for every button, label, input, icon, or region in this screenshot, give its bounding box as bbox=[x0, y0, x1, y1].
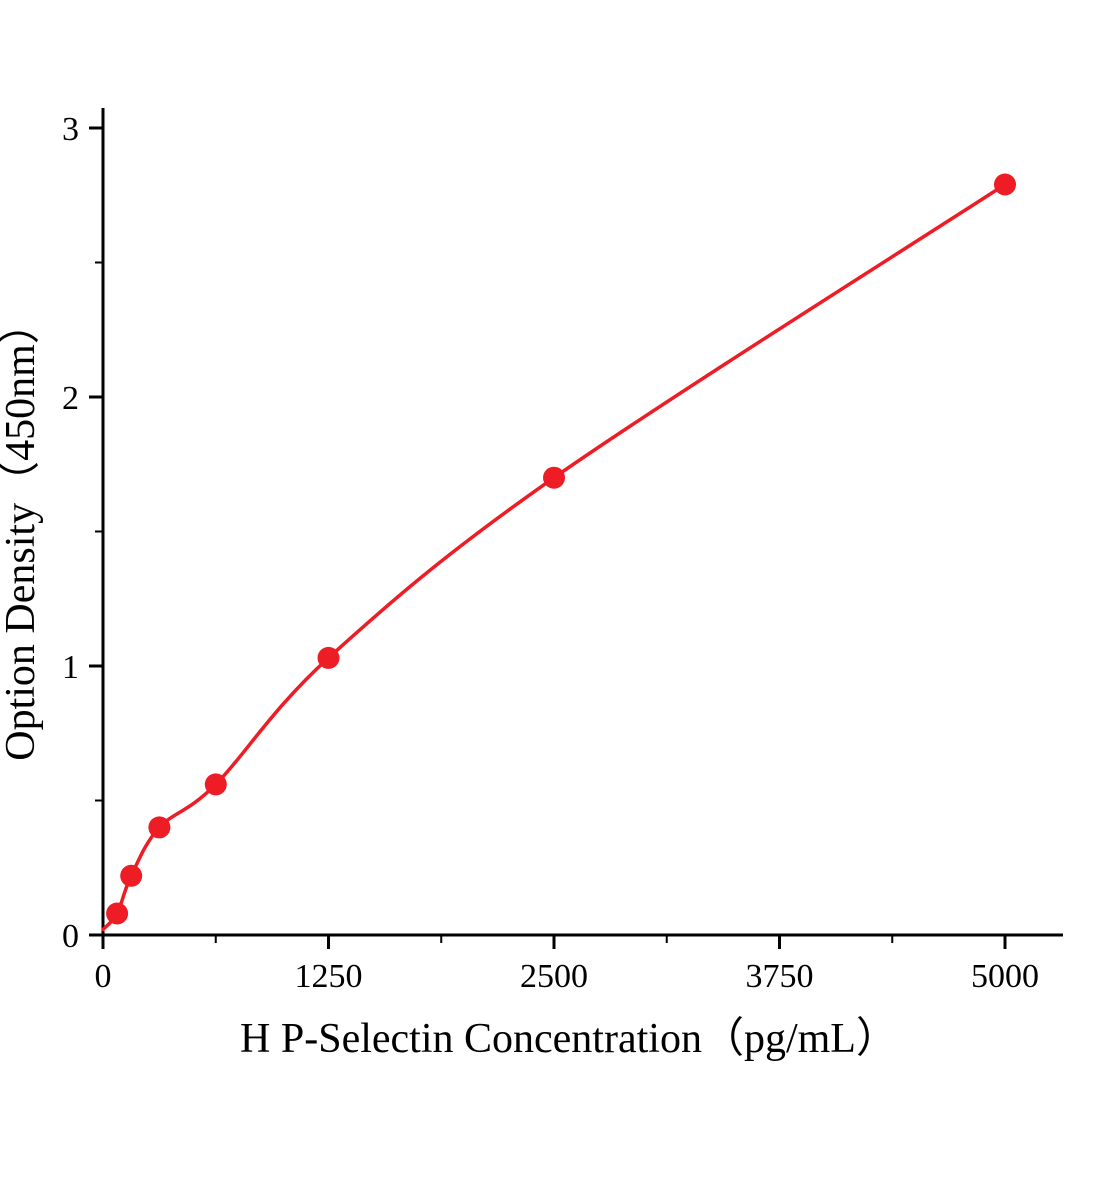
x-axis-title: H P-Selectin Concentration（pg/mL） bbox=[240, 1016, 898, 1062]
data-point-marker bbox=[994, 173, 1016, 196]
x-tick-label: 5000 bbox=[971, 958, 1039, 995]
y-tick-label: 2 bbox=[62, 380, 79, 417]
x-tick-label: 0 bbox=[95, 958, 112, 995]
y-tick-label: 3 bbox=[62, 111, 79, 148]
data-point-marker bbox=[120, 864, 143, 887]
x-tick-label: 3750 bbox=[746, 958, 814, 995]
data-point-marker bbox=[106, 902, 129, 925]
data-point-marker bbox=[148, 816, 171, 839]
x-tick-label: 2500 bbox=[520, 958, 588, 995]
data-point-marker bbox=[543, 466, 565, 489]
data-point-marker bbox=[204, 773, 227, 796]
data-point-marker bbox=[317, 646, 340, 669]
standard-curve-line bbox=[101, 182, 1007, 932]
x-tick-label: 1250 bbox=[295, 958, 363, 995]
y-tick-label: 0 bbox=[62, 918, 79, 955]
y-axis-title: Option Density（450nm） bbox=[0, 302, 44, 761]
y-tick-label: 1 bbox=[62, 649, 79, 686]
